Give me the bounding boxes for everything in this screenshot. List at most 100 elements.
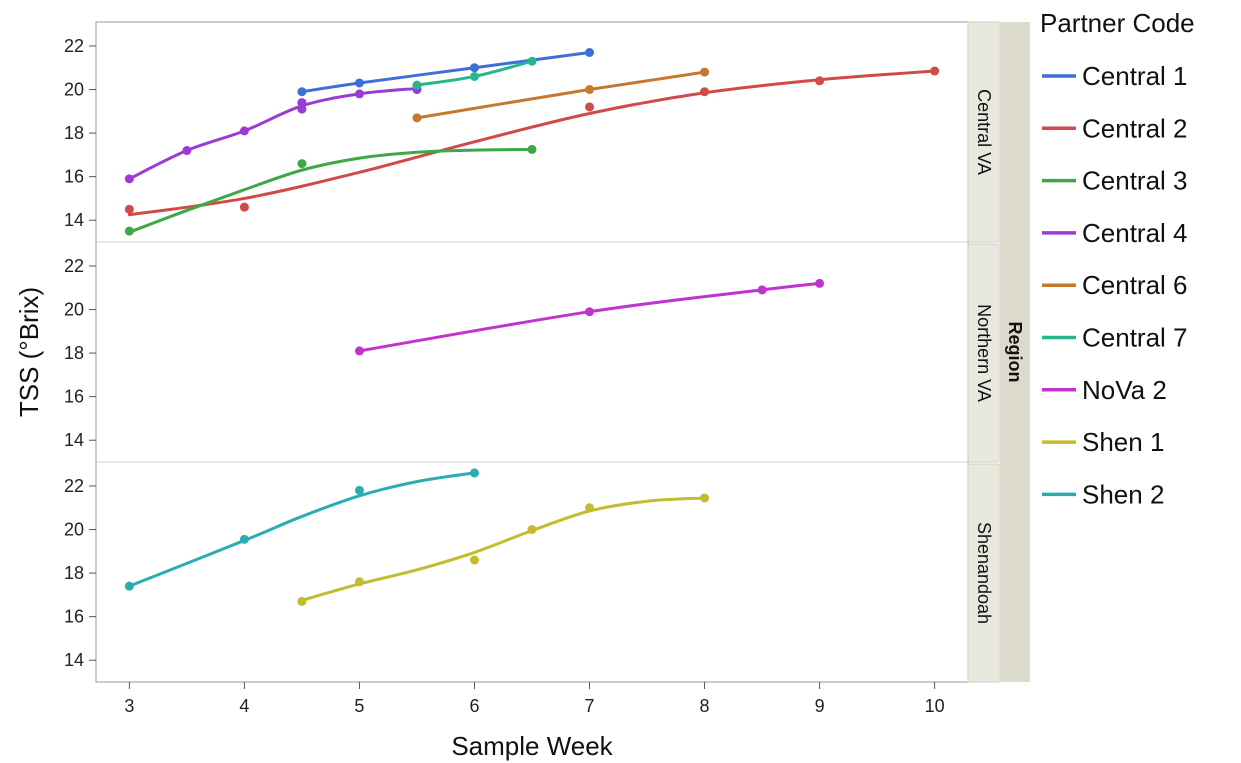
y-tick-label: 18 <box>64 343 84 363</box>
data-point <box>930 66 940 76</box>
x-tick-label: 10 <box>925 696 945 716</box>
y-tick-label: 18 <box>64 563 84 583</box>
data-point <box>585 47 595 57</box>
legend-label: NoVa 2 <box>1082 375 1167 405</box>
facet-strip <box>967 243 1000 463</box>
series-line <box>415 70 707 120</box>
legend-label: Central 1 <box>1082 61 1188 91</box>
data-point <box>124 226 134 236</box>
series-central-1 <box>297 47 595 97</box>
y-tick-label: 22 <box>64 256 84 276</box>
data-point <box>354 78 364 88</box>
x-tick-label: 7 <box>585 696 595 716</box>
legend-item-central-7: Central 7 <box>1042 323 1188 353</box>
data-point <box>469 555 479 565</box>
data-point <box>354 577 364 587</box>
data-point <box>239 202 249 212</box>
legend: Partner Code Central 1 Central 2 Central 3… <box>1040 8 1195 509</box>
y-tick-label: 22 <box>64 476 84 496</box>
data-point <box>469 468 479 478</box>
facet-strip <box>967 21 1000 243</box>
x-tick-label: 3 <box>124 696 134 716</box>
legend-item-central-2: Central 2 <box>1042 113 1188 143</box>
facet-strip-label: Northern VA <box>974 304 994 402</box>
y-tick-label: 20 <box>64 300 84 320</box>
data-point <box>757 285 767 295</box>
x-tick-label: 9 <box>815 696 825 716</box>
legend-label: Central 2 <box>1082 113 1188 143</box>
series-line <box>300 51 592 94</box>
data-point <box>354 346 364 356</box>
series-line <box>127 471 476 588</box>
data-point <box>412 80 422 90</box>
data-point <box>354 89 364 99</box>
x-axis-title: Sample Week <box>451 731 613 761</box>
data-point <box>527 525 537 535</box>
series-central-7 <box>412 56 537 90</box>
y-axis-title: TSS (°Brix) <box>14 287 44 417</box>
legend-item-shen-2: Shen 2 <box>1042 479 1164 509</box>
axes: 14 16 18 20 22 14 16 18 20 22 14 16 18 20 22 3 4 5 6 7 8 9 10 <box>64 21 969 716</box>
data-point <box>124 204 134 214</box>
series-shen-1 <box>297 493 710 606</box>
data-point <box>527 144 537 154</box>
data-point <box>297 596 307 606</box>
x-tick-label: 8 <box>700 696 710 716</box>
data-point <box>469 63 479 73</box>
facet-strips: Central VA Northern VA Shenandoah <box>967 21 1030 683</box>
data-point <box>815 76 825 86</box>
series-central-6 <box>412 67 710 123</box>
facet-strip-label: Central VA <box>974 89 994 175</box>
data-point <box>297 159 307 169</box>
y-tick-label: 14 <box>64 210 84 230</box>
series-nova-2 <box>354 278 825 356</box>
data-point <box>239 126 249 136</box>
y-tick-label: 16 <box>64 607 84 627</box>
facet-title-strip <box>1000 22 1030 682</box>
facet-strip-label: Shenandoah <box>974 522 994 624</box>
y-tick-label: 20 <box>64 520 84 540</box>
legend-label: Shen 1 <box>1082 427 1164 457</box>
data-point <box>527 56 537 66</box>
data-point <box>585 102 595 112</box>
y-tick-label: 20 <box>64 80 84 100</box>
legend-label: Central 4 <box>1082 218 1188 248</box>
data-point <box>700 493 710 503</box>
y-tick-label: 18 <box>64 123 84 143</box>
legend-item-nova-2: NoVa 2 <box>1042 375 1167 405</box>
data-point <box>297 87 307 97</box>
data-point <box>124 581 134 591</box>
data-point <box>469 71 479 81</box>
y-tick-label: 16 <box>64 167 84 187</box>
legend-title: Partner Code <box>1040 8 1195 38</box>
data-point <box>585 307 595 317</box>
data-point <box>297 104 307 114</box>
facet-title: Region <box>1005 322 1025 383</box>
y-tick-label: 14 <box>64 650 84 670</box>
legend-item-central-4: Central 4 <box>1042 218 1188 248</box>
data-point <box>815 278 825 288</box>
x-tick-label: 5 <box>354 696 364 716</box>
facet-strip <box>967 463 1000 683</box>
legend-item-central-6: Central 6 <box>1042 270 1188 300</box>
x-tick-label: 4 <box>239 696 249 716</box>
legend-item-central-3: Central 3 <box>1042 166 1188 196</box>
series-line <box>127 69 937 217</box>
data-point <box>297 98 307 108</box>
series-shen-2 <box>124 468 479 591</box>
data-point <box>182 146 192 156</box>
y-tick-label: 14 <box>64 430 84 450</box>
series-central-2 <box>124 66 940 217</box>
y-tick-label: 22 <box>64 36 84 56</box>
series-central-3 <box>124 144 537 236</box>
data-point <box>585 503 595 513</box>
legend-label: Central 3 <box>1082 166 1188 196</box>
legend-item-shen-1: Shen 1 <box>1042 427 1164 457</box>
series-line <box>127 86 419 181</box>
data-point <box>700 67 710 77</box>
data-point <box>354 485 364 495</box>
plot-area <box>124 47 940 606</box>
legend-label: Shen 2 <box>1082 479 1164 509</box>
y-tick-label: 16 <box>64 387 84 407</box>
